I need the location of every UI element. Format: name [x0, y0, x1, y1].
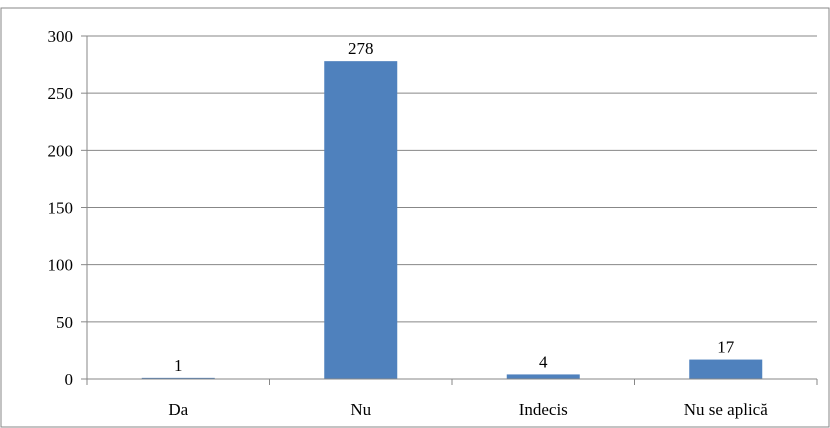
y-tick-label: 100 — [48, 256, 74, 275]
x-category-label: Da — [168, 400, 188, 419]
data-label: 17 — [717, 338, 735, 357]
x-axis-categories: Da Nu Indecis Nu se aplică — [86, 379, 818, 419]
x-category-label: Nu se aplică — [684, 400, 768, 419]
data-label: 1 — [174, 356, 183, 375]
data-label: 278 — [348, 39, 374, 58]
x-category-label: Nu — [350, 400, 371, 419]
x-category-label: Indecis — [519, 400, 568, 419]
bar-nu — [324, 61, 398, 380]
y-tick-label: 0 — [65, 370, 74, 389]
bar-da — [141, 377, 215, 379]
gridlines — [87, 35, 817, 323]
y-axis-ticks: 0 50 100 150 200 250 300 — [48, 27, 87, 389]
bars — [141, 61, 763, 380]
bar-nu-se-aplică — [689, 359, 763, 379]
y-tick-label: 150 — [48, 199, 74, 218]
data-labels: 1 278 4 17 — [174, 39, 735, 375]
y-tick-label: 200 — [48, 141, 74, 160]
y-tick-label: 300 — [48, 27, 74, 46]
chart-frame — [0, 7, 830, 428]
axes — [86, 36, 817, 380]
data-label: 4 — [539, 352, 548, 371]
y-tick-label: 50 — [56, 313, 73, 332]
y-tick-label: 250 — [48, 84, 74, 103]
bar-indecis — [506, 374, 580, 379]
